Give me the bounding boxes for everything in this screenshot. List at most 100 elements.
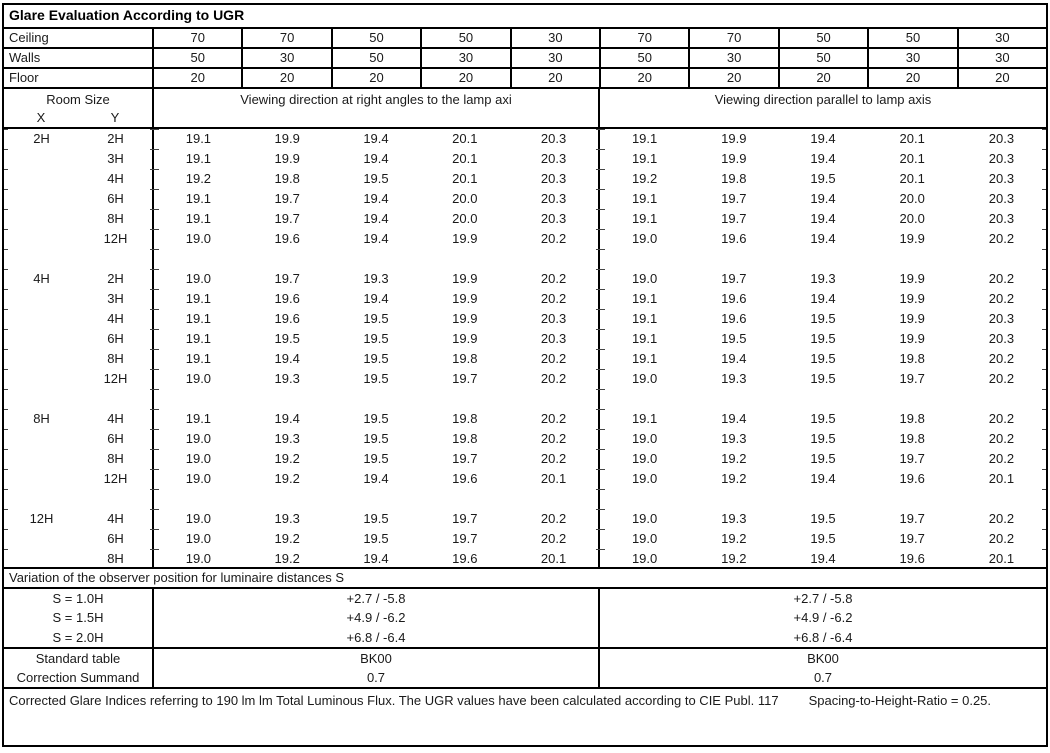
ugr-value xyxy=(509,389,598,409)
surface-value: 30 xyxy=(995,30,1010,45)
ugr-table: Glare Evaluation According to UGR Ceilin… xyxy=(2,3,1048,747)
ugr-value: 19.0 xyxy=(185,511,212,526)
ugr-value: 19.4 xyxy=(363,231,389,246)
room-x-label xyxy=(4,329,79,349)
page-title: Glare Evaluation According to UGR xyxy=(4,5,1046,29)
ugr-value: 19.3 xyxy=(810,271,836,286)
surface-value: 20 xyxy=(690,69,780,87)
ugr-value: 19.1 xyxy=(631,331,658,346)
surface-value: 20 xyxy=(995,70,1010,85)
ugr-value: 19.0 xyxy=(185,371,212,386)
variation-row: S = 2.0H +6.8 / -6.4 +6.8 / -6.4 xyxy=(4,627,1046,647)
ugr-value: 20.2 xyxy=(540,351,567,366)
ugr-value: 20.3 xyxy=(988,311,1015,326)
ugr-value: 19.5 xyxy=(363,451,389,466)
ugr-value xyxy=(332,249,421,269)
ugr-value: 20.3 xyxy=(540,151,567,166)
variation-section: S = 1.0H +2.7 / -5.8 +2.7 / -5.8 S = 1.5H +4… xyxy=(4,589,1046,649)
ugr-value: 20.2 xyxy=(988,511,1015,526)
ugr-value: 19.7 xyxy=(452,511,478,526)
ugr-value: 19.9 xyxy=(899,331,925,346)
ugr-value: 20.2 xyxy=(540,371,567,386)
ugr-value: 19.0 xyxy=(185,431,212,446)
ugr-value: 19.0 xyxy=(631,531,658,546)
right-half: 19.0 19.7 19.3 19.9 20.2 xyxy=(600,269,1046,289)
ugr-value: 20.2 xyxy=(988,411,1015,426)
table-header: Room Size X Y Viewing direction at right… xyxy=(4,89,1046,129)
ugr-value: 19.4 xyxy=(810,231,836,246)
ugr-value: 20.2 xyxy=(988,451,1015,466)
left-half: 19.0 19.3 19.5 19.7 20.2 xyxy=(154,509,600,529)
ugr-value: 19.4 xyxy=(810,151,836,166)
ugr-value: 19.1 xyxy=(185,151,212,166)
ugr-value: 20.1 xyxy=(899,171,925,186)
surface-value: 50 xyxy=(333,29,423,47)
ugr-row: 6H 19.1 19.7 19.4 20.0 20.3 19.1 19.7 19.4 20.0 20… xyxy=(4,189,1046,209)
room-x-label xyxy=(4,309,79,329)
left-half: 19.0 19.2 19.4 19.6 20.1 xyxy=(154,469,600,489)
left-half: 19.0 19.3 19.5 19.8 20.2 xyxy=(154,429,600,449)
summary-row: Correction Summand 0.7 0.7 xyxy=(4,668,1046,687)
ugr-value xyxy=(332,389,421,409)
ugr-value: 19.0 xyxy=(631,371,658,386)
room-x-label xyxy=(4,229,79,249)
left-half: 19.1 19.4 19.5 19.8 20.2 xyxy=(154,409,600,429)
ugr-value: 19.0 xyxy=(631,431,658,446)
right-half xyxy=(600,489,1046,509)
ugr-value xyxy=(600,249,689,269)
ugr-value: 19.4 xyxy=(363,151,389,166)
ugr-value: 19.2 xyxy=(274,471,300,486)
ugr-value xyxy=(957,389,1046,409)
ugr-value: 19.7 xyxy=(899,531,925,546)
ugr-value: 19.1 xyxy=(185,191,212,206)
ugr-value: 19.5 xyxy=(810,311,836,326)
ugr-value: 20.1 xyxy=(899,151,925,166)
ugr-value: 19.4 xyxy=(810,131,836,146)
ugr-value: 19.9 xyxy=(899,271,925,286)
variation-value-right: +4.9 / -6.2 xyxy=(793,610,853,626)
ugr-value: 19.1 xyxy=(185,211,212,226)
left-half: 19.1 19.4 19.5 19.8 20.2 xyxy=(154,349,600,369)
surface-value: 20 xyxy=(512,69,602,87)
ugr-value: 19.5 xyxy=(810,371,836,386)
ugr-value xyxy=(243,389,332,409)
ugr-value xyxy=(509,249,598,269)
ugr-value: 19.7 xyxy=(274,191,300,206)
ugr-value: 19.1 xyxy=(631,291,658,306)
ugr-value: 20.3 xyxy=(540,211,567,226)
left-half: 19.1 19.6 19.4 19.9 20.2 xyxy=(154,289,600,309)
right-half: 19.1 19.5 19.5 19.9 20.3 xyxy=(600,329,1046,349)
ugr-value: 19.4 xyxy=(363,291,389,306)
ugr-value: 19.5 xyxy=(810,511,836,526)
ugr-row: 8H 4H 19.1 19.4 19.5 19.8 20.2 19.1 19.4 19.5 19.8… xyxy=(4,409,1046,429)
ugr-value: 19.9 xyxy=(274,131,300,146)
left-half: 19.0 19.6 19.4 19.9 20.2 xyxy=(154,229,600,249)
ugr-value xyxy=(509,489,598,509)
ugr-value: 19.3 xyxy=(363,271,389,286)
room-x-label xyxy=(4,469,79,489)
ugr-value: 19.7 xyxy=(274,211,300,226)
ugr-value: 19.9 xyxy=(452,291,478,306)
room-x-label xyxy=(4,549,79,569)
room-y-label xyxy=(79,489,154,509)
left-half: 19.1 19.7 19.4 20.0 20.3 xyxy=(154,189,600,209)
ugr-value: 19.6 xyxy=(452,551,478,566)
ugr-value xyxy=(868,249,957,269)
ugr-value: 20.2 xyxy=(988,351,1015,366)
ugr-value: 19.9 xyxy=(899,231,925,246)
ugr-value: 20.1 xyxy=(452,131,478,146)
left-half: 19.1 19.9 19.4 20.1 20.3 xyxy=(154,149,600,169)
right-half: 19.2 19.8 19.5 20.1 20.3 xyxy=(600,169,1046,189)
ugr-value: 19.6 xyxy=(899,551,925,566)
right-half: 19.0 19.3 19.5 19.7 20.2 xyxy=(600,509,1046,529)
ugr-value: 19.5 xyxy=(363,311,389,326)
ugr-value: 19.6 xyxy=(899,471,925,486)
ugr-value: 19.8 xyxy=(452,351,478,366)
ugr-value: 19.5 xyxy=(810,451,836,466)
ugr-value xyxy=(154,389,243,409)
ugr-value: 19.3 xyxy=(721,371,747,386)
room-x-label xyxy=(4,389,79,409)
ugr-value xyxy=(600,389,689,409)
ugr-value: 19.5 xyxy=(363,411,389,426)
ugr-value: 19.4 xyxy=(721,411,747,426)
